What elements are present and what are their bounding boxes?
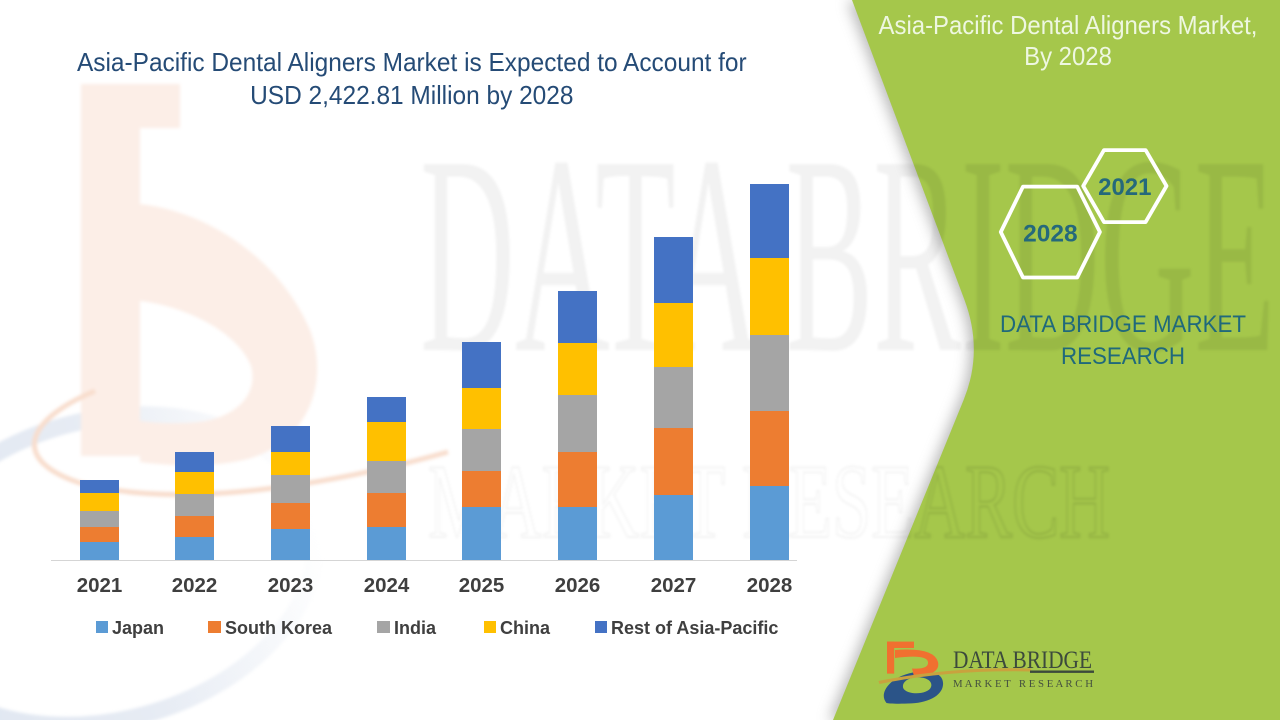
svg-text:DATA BRIDGE: DATA BRIDGE [953, 647, 1092, 674]
svg-text:2028: 2028 [1023, 221, 1078, 248]
svg-text:M A R K E T R E S E A R C H: M A R K E T R E S E A R C H [953, 679, 1093, 690]
svg-text:2021: 2021 [1098, 174, 1151, 201]
